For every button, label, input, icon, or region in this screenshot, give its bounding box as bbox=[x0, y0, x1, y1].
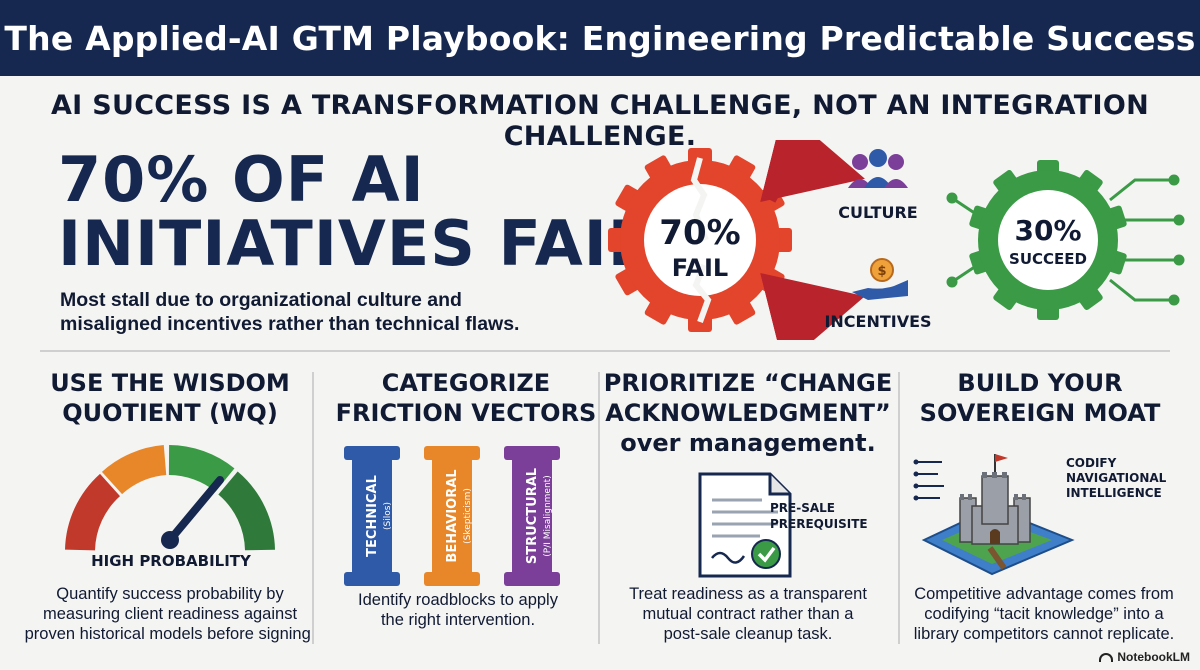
gear-tooth bbox=[728, 300, 756, 325]
header-banner: The Applied-AI GTM Playbook: Engineering… bbox=[0, 0, 1200, 76]
castle-moat-icon bbox=[913, 454, 1075, 576]
hero-gears-graphic: 70% FAIL CULTURE $ INCENTIVES 30% SUC bbox=[608, 140, 1185, 340]
svg-text:$: $ bbox=[877, 264, 886, 279]
gauge-icon bbox=[65, 445, 275, 551]
pillar-label: TECHNICAL bbox=[365, 475, 380, 557]
culture-arrow bbox=[760, 140, 865, 203]
gear-tooth bbox=[615, 268, 640, 296]
behavioral-pillar: BEHAVIORAL (Skepticism) bbox=[424, 446, 480, 586]
gear-tooth bbox=[615, 184, 640, 212]
gear-tooth bbox=[728, 155, 756, 180]
fail-gear-icon: 70% FAIL bbox=[608, 148, 792, 332]
gear-tooth bbox=[688, 316, 712, 332]
column-separator bbox=[598, 372, 600, 644]
friction-column: CATEGORIZE FRICTION VECTORS bbox=[316, 368, 616, 428]
pillar-label: BEHAVIORAL bbox=[445, 469, 460, 562]
gear-tooth bbox=[776, 228, 792, 252]
gear-tooth bbox=[1079, 170, 1103, 192]
hero-headline-line2: INITIATIVES FAIL. bbox=[58, 207, 673, 280]
contract-document-icon bbox=[698, 472, 792, 578]
column-separator bbox=[312, 372, 314, 644]
gear-tooth bbox=[1079, 288, 1103, 310]
hero-headline-line1: 70% OF AI bbox=[58, 143, 425, 216]
succeed-label: SUCCEED bbox=[1009, 250, 1087, 268]
page-title: The Applied-AI GTM Playbook: Engineering… bbox=[4, 18, 1196, 58]
moat-callout: CODIFY NAVIGATIONAL INTELLIGENCE bbox=[1066, 456, 1167, 500]
pillar-sub: (Skepticism) bbox=[463, 488, 473, 544]
change-column: PRIORITIZE “CHANGE ACKNOWLEDGMENT” over … bbox=[598, 368, 898, 458]
change-description: Treat readiness as a transparent mutual … bbox=[629, 585, 867, 643]
pillar-label: STRUCTURAL bbox=[525, 468, 540, 564]
incentives-arrow bbox=[760, 272, 865, 340]
moat-heading: BUILD YOUR SOVEREIGN MOAT bbox=[919, 369, 1161, 427]
pillar-sub: (P/I Misalignment) bbox=[543, 475, 553, 556]
gear-tooth bbox=[993, 288, 1017, 310]
coin-hand-icon: $ bbox=[852, 258, 908, 300]
hero-headline: 70% OF AI INITIATIVES FAIL. bbox=[58, 148, 673, 276]
structural-pillar: STRUCTURAL (P/I Misalignment) bbox=[504, 446, 560, 586]
succeed-gear-icon: 30% SUCCEED bbox=[946, 160, 1185, 320]
friction-heading: CATEGORIZE FRICTION VECTORS bbox=[335, 369, 597, 427]
people-icon bbox=[848, 149, 908, 188]
gear-tooth bbox=[688, 148, 712, 164]
doc-label: PRE-SALE PREREQUISITE bbox=[770, 501, 868, 531]
gear-tooth bbox=[993, 170, 1017, 192]
technical-pillar: TECHNICAL (Silos) bbox=[344, 446, 400, 586]
fail-pct: 70% bbox=[659, 213, 740, 253]
brand-name: NotebookLM bbox=[1117, 650, 1190, 664]
pillars-graphic: TECHNICAL (Silos) BEHAVIORAL (Skepticism… bbox=[344, 446, 560, 586]
moat-column: BUILD YOUR SOVEREIGN MOAT bbox=[890, 368, 1190, 428]
gear-tooth bbox=[644, 300, 672, 325]
gear-tooth bbox=[608, 228, 624, 252]
section-divider bbox=[40, 350, 1170, 352]
tagline: AI SUCCESS IS A TRANSFORMATION CHALLENGE… bbox=[50, 90, 1149, 152]
hero-subtext: Most stall due to organizational culture… bbox=[60, 289, 520, 335]
column-separator bbox=[898, 372, 900, 644]
brand-watermark: NotebookLM bbox=[1099, 650, 1190, 664]
fail-label: FAIL bbox=[672, 254, 728, 282]
notebooklm-logo-icon bbox=[1099, 652, 1114, 662]
gear-tooth bbox=[644, 155, 672, 180]
wq-description: Quantify success probability by measurin… bbox=[24, 585, 316, 643]
wq-column: USE THE WISDOM QUOTIENT (WQ) bbox=[20, 368, 320, 428]
succeed-pct: 30% bbox=[1014, 214, 1081, 247]
wq-heading: USE THE WISDOM QUOTIENT (WQ) bbox=[50, 369, 290, 427]
change-heading: PRIORITIZE “CHANGE ACKNOWLEDGMENT” over … bbox=[603, 369, 893, 457]
friction-description: Identify roadblocks to apply the right i… bbox=[358, 591, 558, 629]
pillar-sub: (Silos) bbox=[383, 502, 393, 530]
culture-label: CULTURE bbox=[838, 203, 917, 222]
gauge-label: HIGH PROBABILITY bbox=[91, 552, 251, 570]
incentives-label: INCENTIVES bbox=[824, 312, 931, 331]
moat-description: Competitive advantage comes from codifyi… bbox=[913, 585, 1175, 643]
